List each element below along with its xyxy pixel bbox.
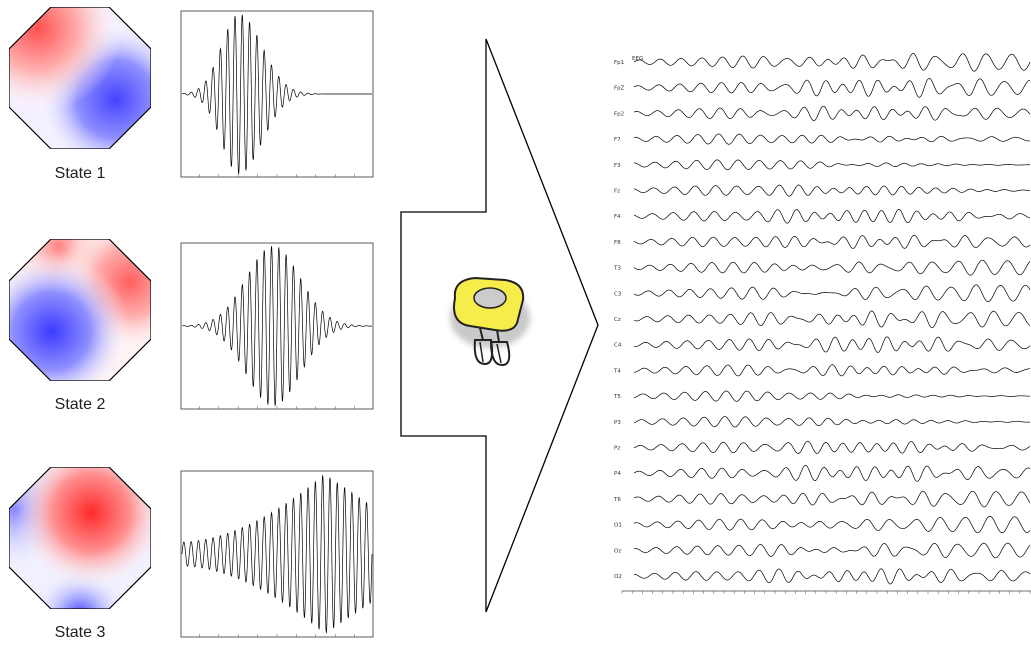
eeg-trace bbox=[633, 234, 1031, 249]
eeg-channel-label: FpZ bbox=[614, 86, 625, 92]
eeg-channel-label: T5 bbox=[613, 394, 621, 400]
state-label: State 2 bbox=[54, 396, 106, 413]
eeg-trace bbox=[633, 105, 1031, 121]
waveform-plot bbox=[180, 242, 374, 410]
eeg-channel-label: T4 bbox=[613, 368, 621, 374]
eeg-trace bbox=[633, 542, 1031, 559]
state-2-panel: State 2 bbox=[0, 232, 380, 442]
eeg-trace bbox=[633, 53, 1031, 72]
state-label: State 1 bbox=[54, 165, 106, 182]
hand-mixer-icon bbox=[450, 276, 530, 367]
eeg-trace bbox=[633, 209, 1031, 224]
eeg-title: EEG bbox=[632, 56, 643, 62]
eeg-channel-label: Pz bbox=[614, 446, 620, 452]
eeg-channel-label: Oz bbox=[614, 548, 621, 554]
topomap-state-2 bbox=[9, 239, 151, 381]
eeg-channel-label: Fp1 bbox=[614, 60, 624, 66]
eeg-trace bbox=[633, 78, 1031, 98]
eeg-channel-label: F4 bbox=[614, 214, 621, 220]
eeg-channel-label: F8 bbox=[614, 240, 621, 246]
eeg-channel-label: P3 bbox=[614, 420, 621, 426]
eeg-trace bbox=[633, 515, 1031, 534]
eeg-trace bbox=[633, 416, 1031, 428]
eeg-channel-label: F3 bbox=[614, 163, 621, 169]
eeg-traces: EEG Fp1 FpZ Fp2 F7 F3 Fz F4 F8 T3 C3 Cz C4 T4 T5 P3 Pz P… bbox=[613, 53, 1031, 594]
eeg-trace bbox=[633, 568, 1031, 585]
eeg-trace bbox=[633, 364, 1031, 377]
eeg-channel-label: T3 bbox=[613, 266, 621, 272]
eeg-channel-label: O1 bbox=[614, 523, 622, 529]
eeg-trace bbox=[633, 259, 1031, 276]
state-1-panel: State 1 bbox=[0, 0, 380, 210]
waveform-line bbox=[181, 246, 373, 406]
eeg-channel-label: F7 bbox=[614, 137, 621, 143]
eeg-trace bbox=[633, 464, 1031, 482]
eeg-channel-label: Fz bbox=[614, 189, 620, 195]
eeg-trace bbox=[633, 284, 1031, 302]
eeg-trace bbox=[633, 490, 1031, 508]
eeg-trace bbox=[633, 133, 1031, 145]
eeg-channel-label: T6 bbox=[613, 497, 621, 503]
topomap-state-1 bbox=[9, 7, 151, 149]
eeg-channel-label: P4 bbox=[614, 471, 621, 477]
state-3-panel: State 3 bbox=[0, 460, 380, 670]
eeg-channel-label: C3 bbox=[614, 291, 622, 297]
eeg-trace bbox=[633, 440, 1031, 454]
eeg-trace bbox=[633, 159, 1030, 171]
eeg-trace bbox=[633, 184, 1031, 197]
eeg-trace bbox=[633, 390, 1031, 402]
eeg-trace bbox=[633, 310, 1031, 329]
eeg-channel-label: Cz bbox=[614, 317, 621, 323]
waveform-plot bbox=[180, 10, 374, 178]
waveform-line bbox=[181, 474, 373, 634]
state-label: State 3 bbox=[54, 624, 106, 641]
waveform-plot bbox=[180, 470, 374, 638]
eeg-trace bbox=[633, 336, 1031, 353]
eeg-channel-label: C4 bbox=[614, 343, 622, 349]
eeg-channel-label: O2 bbox=[614, 574, 622, 580]
waveform-line bbox=[181, 14, 372, 175]
topomap-state-3 bbox=[9, 467, 151, 609]
eeg-channel-label: Fp2 bbox=[614, 111, 624, 117]
